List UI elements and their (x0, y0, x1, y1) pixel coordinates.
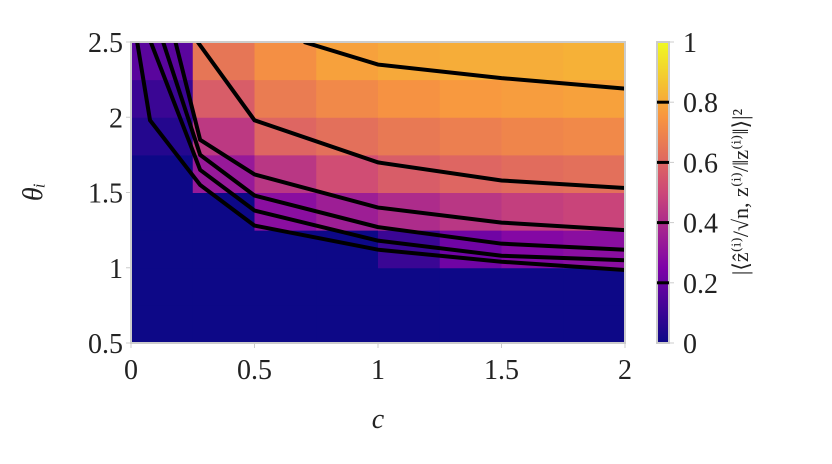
heat-cell (563, 305, 625, 343)
heat-cell (439, 117, 502, 156)
colorbar-label: |⟨ẑ⁽ⁱ⁾/√n, z⁽ⁱ⁾/‖z⁽ⁱ⁾‖⟩|² (728, 108, 753, 275)
heat-cell (439, 267, 502, 306)
plot-area (131, 42, 625, 343)
heat-cell (378, 267, 441, 306)
x-tick-label: 1.5 (484, 355, 519, 386)
heat-cell (378, 42, 441, 81)
heat-cell (316, 79, 379, 118)
heat-cell (439, 305, 502, 343)
heat-cell (192, 267, 255, 306)
contour-line (148, 42, 625, 263)
y-axis-label: θᵢ (18, 183, 49, 201)
heat-cell (192, 79, 255, 118)
colorbar-tick-label: 0.2 (683, 269, 718, 300)
heat-cell (192, 230, 255, 269)
y-tick-label: 2.5 (88, 28, 123, 59)
x-tick-label: 0 (124, 355, 138, 386)
heat-cell (254, 42, 317, 81)
heat-cell (439, 79, 502, 118)
heat-cell (378, 154, 441, 193)
heat-cell (563, 117, 625, 156)
heat-cell (378, 117, 441, 156)
heat-cell (501, 305, 564, 343)
heat-cell (131, 79, 194, 118)
contour-line (161, 42, 625, 252)
y-tick-label: 2 (109, 103, 123, 134)
contour-line (173, 42, 625, 233)
heat-cell (501, 42, 564, 81)
colorbar-tick-label: 1 (683, 28, 697, 59)
heat-cell (501, 79, 564, 118)
heat-cell (316, 267, 379, 306)
heat-cell (563, 267, 625, 306)
x-axis-label: c (372, 404, 385, 435)
heat-cell (192, 117, 255, 156)
heat-cell (563, 192, 625, 231)
contour-line (303, 42, 625, 91)
heat-cell (501, 154, 564, 193)
heat-cell (439, 192, 502, 231)
x-tick-label: 0.5 (237, 355, 272, 386)
heat-cell (254, 267, 317, 306)
heat-cell (192, 305, 255, 343)
heat-cell (501, 117, 564, 156)
y-tick-label: 1.5 (88, 179, 123, 210)
heat-cell (254, 79, 317, 118)
colorbar-tick-label: 0 (683, 329, 697, 360)
y-tick-label: 1 (109, 254, 123, 285)
heat-cell (131, 192, 194, 231)
colorbar-tick-label: 0.8 (683, 88, 718, 119)
colorbar-tick-label: 0.6 (683, 148, 718, 179)
heat-cell (563, 42, 625, 81)
heat-cell (131, 267, 194, 306)
heat-cell (378, 79, 441, 118)
heat-cell (316, 154, 379, 193)
contour-line (196, 42, 625, 190)
heat-cell (131, 305, 194, 343)
colorbar (656, 41, 670, 344)
heat-cell (316, 117, 379, 156)
heat-cell (131, 154, 194, 193)
heat-cell (131, 230, 194, 269)
contour-line (135, 42, 625, 273)
x-tick-label: 2 (618, 355, 632, 386)
heat-cell (254, 305, 317, 343)
y-tick-label: 0.5 (88, 329, 123, 360)
heat-cell (316, 305, 379, 343)
x-tick-label: 1 (371, 355, 385, 386)
heat-cell (501, 267, 564, 306)
colorbar-tick-label: 0.4 (683, 209, 718, 240)
heat-cell (378, 305, 441, 343)
heat-cell (192, 192, 255, 231)
